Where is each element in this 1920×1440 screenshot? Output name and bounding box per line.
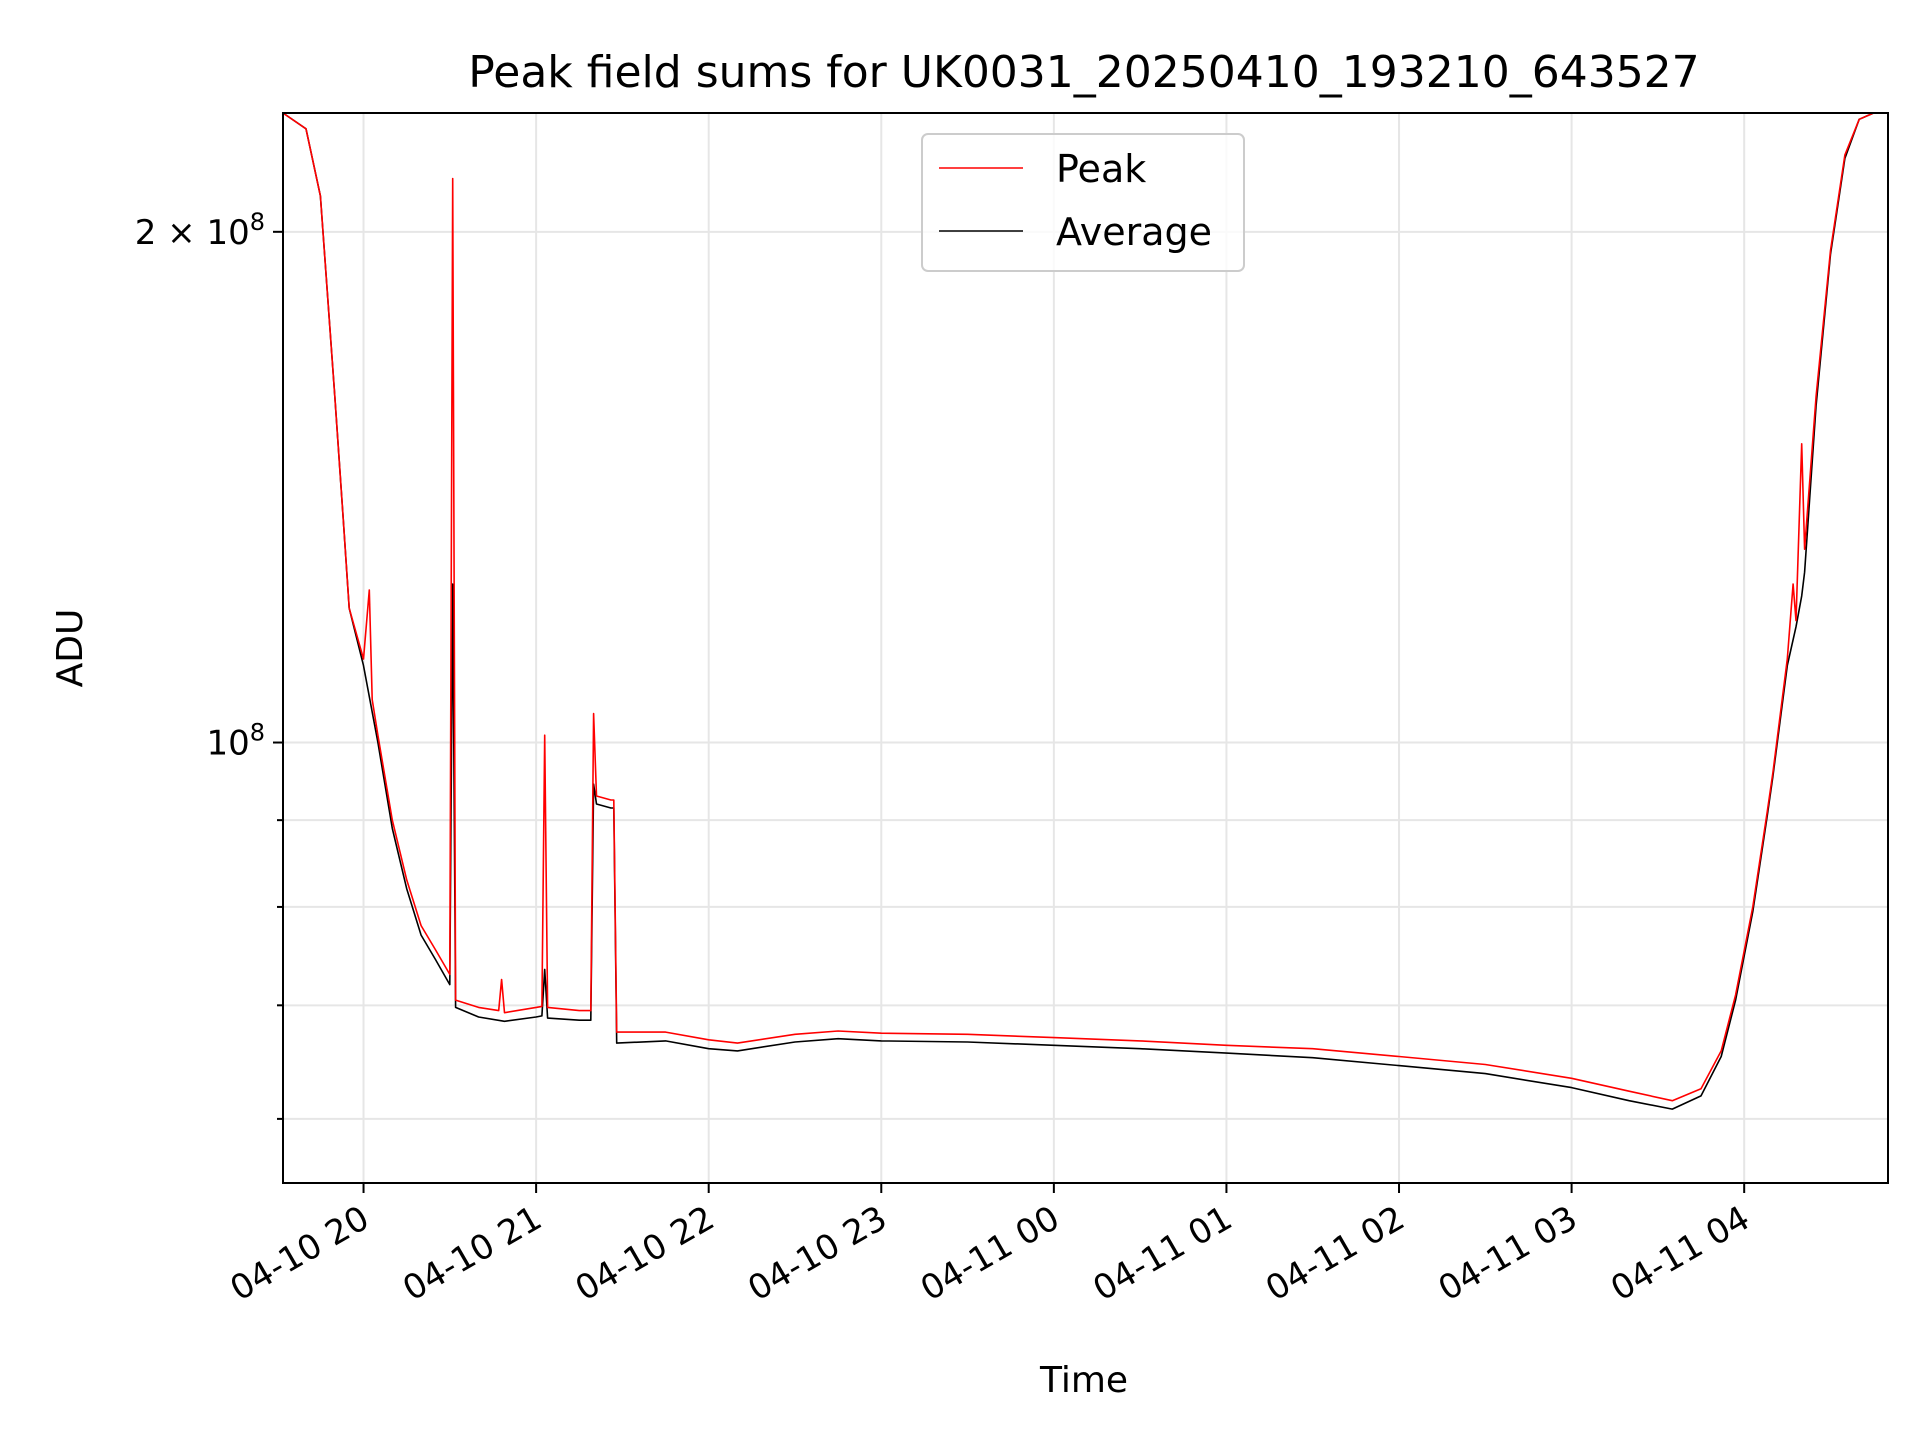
x-axis-label: Time xyxy=(1039,1360,1128,1401)
x-tick-label: 04-10 20 xyxy=(224,1198,376,1309)
grid xyxy=(283,113,1888,1183)
x-tick-label: 04-11 04 xyxy=(1604,1198,1756,1309)
legend-peak-label: Peak xyxy=(1056,147,1146,191)
y-axis-label: ADU xyxy=(50,609,91,688)
x-tick-label: 04-11 00 xyxy=(914,1198,1066,1309)
y-tick-label: 2 × 108 xyxy=(135,208,265,253)
x-tick-label: 04-11 01 xyxy=(1087,1198,1239,1309)
x-tick-label: 04-10 22 xyxy=(569,1198,721,1309)
series-line-peak xyxy=(282,112,1888,1102)
x-tick-label: 04-11 03 xyxy=(1432,1198,1584,1309)
x-tick-label: 04-10 21 xyxy=(396,1198,548,1309)
plot-frame xyxy=(282,112,1889,1184)
legend: Peak Average xyxy=(921,133,1245,272)
x-axis: 04-10 20 04-10 21 04-10 22 04-10 23 04-11 00… xyxy=(224,1183,1757,1309)
x-tick-label: 04-10 23 xyxy=(741,1198,893,1309)
chart-title: Peak field sums for UK0031_20250410_1932… xyxy=(468,47,1699,98)
x-tick-label: 04-11 02 xyxy=(1259,1198,1411,1309)
legend-average-label: Average xyxy=(1056,210,1212,254)
y-tick-label: 108 xyxy=(206,719,265,764)
series-layer xyxy=(282,112,1888,1110)
y-axis: 108 2 × 108 xyxy=(135,208,283,1120)
